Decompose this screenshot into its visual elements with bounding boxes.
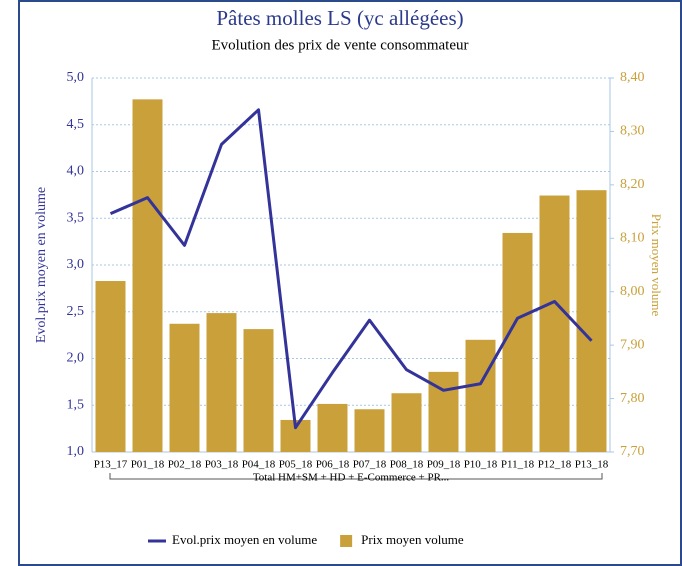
group-label: Total HM+SM + HD + E-Commerce + PR... bbox=[253, 472, 450, 484]
x-tick-label: P13_17 bbox=[94, 459, 128, 471]
chart-title: Pâtes molles LS (yc allégées) bbox=[216, 6, 463, 30]
bar bbox=[539, 195, 570, 453]
frame bbox=[18, 0, 682, 566]
x-tick-label: P10_18 bbox=[464, 459, 498, 471]
x-tick-label: P06_18 bbox=[316, 459, 350, 471]
bar bbox=[354, 409, 385, 452]
x-tick-label: P02_18 bbox=[168, 459, 202, 471]
y2-tick-label: 7,70 bbox=[620, 444, 645, 459]
y-tick-label: 3,0 bbox=[67, 257, 85, 272]
legend-swatch bbox=[340, 535, 353, 547]
x-tick-label: P03_18 bbox=[205, 459, 239, 471]
x-tick-label: P11_18 bbox=[501, 459, 535, 471]
bar bbox=[169, 323, 200, 452]
x-tick-label: P08_18 bbox=[390, 459, 424, 471]
y-tick-label: 4,5 bbox=[67, 117, 85, 132]
bar bbox=[317, 403, 348, 452]
x-tick-label: P04_18 bbox=[242, 459, 276, 471]
y2-tick-label: 7,90 bbox=[620, 337, 645, 352]
y-axis-label: Evol.prix moyen en volume bbox=[34, 187, 49, 343]
y-tick-label: 4,0 bbox=[67, 164, 85, 179]
y-tick-label: 2,0 bbox=[67, 351, 85, 366]
y2-tick-label: 8,00 bbox=[620, 284, 645, 299]
y2-tick-label: 8,40 bbox=[620, 70, 645, 85]
y-tick-label: 5,0 bbox=[67, 70, 85, 85]
bar bbox=[391, 393, 422, 452]
x-tick-label: P05_18 bbox=[279, 459, 313, 471]
bar bbox=[132, 99, 163, 452]
x-tick-label: P01_18 bbox=[131, 459, 165, 471]
legend-label: Evol.prix moyen en volume bbox=[172, 532, 317, 547]
y2-axis-label: Prix moyen volume bbox=[649, 214, 664, 317]
y2-tick-label: 8,10 bbox=[620, 231, 645, 246]
legend-label: Prix moyen volume bbox=[361, 532, 464, 547]
bar bbox=[465, 339, 496, 452]
group-bracket bbox=[109, 473, 603, 480]
x-tick-label: P09_18 bbox=[427, 459, 461, 471]
bar bbox=[243, 329, 274, 452]
y-tick-label: 2,5 bbox=[67, 304, 85, 319]
bar bbox=[206, 313, 237, 452]
y-tick-label: 1,0 bbox=[67, 444, 85, 459]
y2-tick-label: 8,30 bbox=[620, 124, 645, 139]
y-tick-label: 1,5 bbox=[67, 397, 85, 412]
bar bbox=[576, 190, 607, 452]
bar bbox=[502, 232, 533, 452]
x-tick-label: P07_18 bbox=[353, 459, 387, 471]
chart-subtitle: Evolution des prix de vente consommateur bbox=[211, 37, 468, 53]
x-tick-label: P13_18 bbox=[575, 459, 609, 471]
y2-tick-label: 7,80 bbox=[620, 391, 645, 406]
line bbox=[109, 108, 593, 430]
x-tick-label: P12_18 bbox=[538, 459, 572, 471]
y2-tick-label: 8,20 bbox=[620, 177, 645, 192]
bar bbox=[95, 281, 126, 452]
y-tick-label: 3,5 bbox=[67, 210, 85, 225]
